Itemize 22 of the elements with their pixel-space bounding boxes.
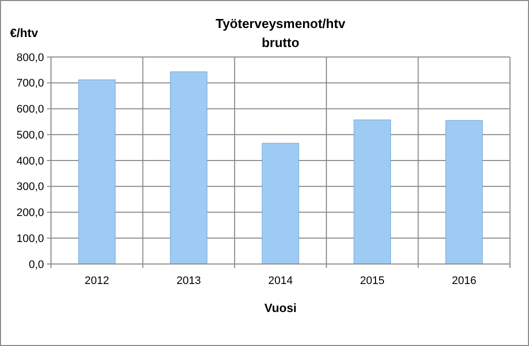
y-tick-label: 500,0 (16, 129, 44, 142)
y-tick-label: 700,0 (16, 78, 44, 90)
x-tick-label: 2015 (360, 275, 385, 287)
chart-title: Työterveysmenot/htv brutto (216, 16, 346, 50)
bar (78, 80, 116, 264)
y-axis-title: €/htv (10, 26, 38, 40)
x-tick-label: 2014 (268, 275, 293, 287)
x-tick-label: 2013 (176, 275, 201, 287)
bar (262, 142, 300, 264)
x-tick-label: 2016 (452, 275, 476, 287)
y-tick-label: 600,0 (16, 104, 44, 116)
x-tick-label: 2012 (84, 275, 110, 287)
x-axis-title: Vuosi (264, 301, 297, 315)
y-tick-label: 800,0 (16, 52, 44, 64)
bar (445, 120, 483, 264)
y-tick-label: 100,0 (16, 232, 44, 245)
y-tick-label: 400,0 (16, 155, 44, 168)
y-tick-label: 0,0 (28, 258, 44, 271)
y-tick-label: 200,0 (16, 207, 44, 220)
y-tick-label: 300,0 (16, 181, 44, 194)
bar (170, 72, 208, 264)
bar (354, 120, 391, 264)
